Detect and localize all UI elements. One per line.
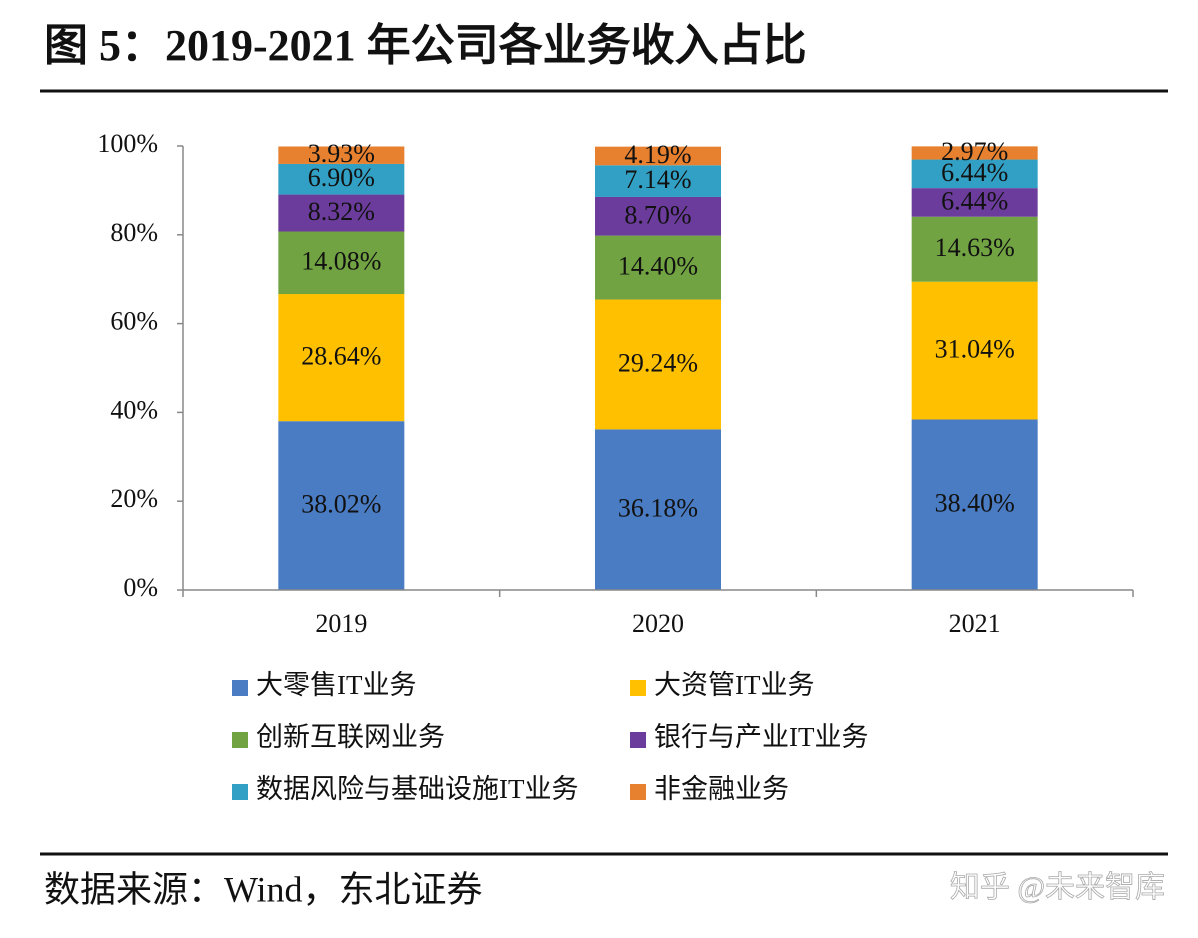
y-tick-label: 0%	[123, 573, 158, 602]
value-label: 14.40%	[618, 252, 698, 281]
value-label: 14.08%	[301, 247, 381, 276]
legend-swatch	[232, 784, 248, 800]
bar-segment	[911, 281, 1038, 420]
value-label: 8.70%	[624, 200, 691, 229]
value-label: 28.64%	[301, 342, 381, 371]
bar-segment	[278, 231, 405, 295]
legend-swatch	[232, 732, 248, 748]
chart-title: 图 5：2019-2021 年公司各业务收入占比	[44, 21, 807, 70]
bar-segment	[911, 188, 1038, 217]
value-label: 14.63%	[935, 233, 1015, 262]
x-tick-label: 2020	[632, 609, 684, 638]
bar-segment	[911, 216, 1038, 282]
x-tick-label: 2019	[315, 609, 367, 638]
value-label: 38.40%	[935, 489, 1015, 518]
legend-label: 数据风险与基础设施IT业务	[256, 774, 578, 804]
source-note: 数据来源：Wind，东北证券	[44, 869, 483, 909]
bar-segment	[595, 299, 721, 430]
value-label: 6.44%	[941, 158, 1008, 187]
value-label: 8.32%	[308, 197, 375, 226]
legend-label: 大资管IT业务	[654, 670, 814, 700]
y-tick-label: 60%	[110, 307, 158, 336]
legend-label: 大零售IT业务	[256, 670, 416, 700]
bar-segment	[911, 419, 1038, 590]
bar-segment	[595, 196, 721, 236]
value-label: 3.93%	[308, 139, 375, 168]
bar-segment	[278, 194, 405, 232]
value-label: 4.19%	[624, 140, 691, 169]
value-label: 7.14%	[624, 165, 691, 194]
bar-segment	[278, 294, 405, 422]
value-label: 31.04%	[935, 335, 1015, 364]
x-tick-label: 2021	[949, 609, 1001, 638]
legend-swatch	[630, 732, 646, 748]
y-tick-label: 40%	[110, 395, 158, 424]
legend-swatch	[232, 680, 248, 696]
bar-segment	[278, 146, 405, 164]
legend-label: 非金融业务	[654, 774, 789, 804]
bar-segment	[595, 165, 721, 197]
value-label: 38.02%	[301, 490, 381, 519]
bar-segment	[278, 421, 405, 590]
legend-swatch	[630, 784, 646, 800]
y-tick-label: 100%	[97, 129, 158, 158]
legend-swatch	[630, 680, 646, 696]
bar-segment	[595, 146, 721, 166]
bar-segment	[911, 159, 1038, 189]
legend-label: 银行与产业IT业务	[654, 722, 868, 752]
value-label: 6.90%	[308, 163, 375, 192]
y-tick-label: 80%	[110, 218, 158, 247]
bar-segment	[595, 235, 721, 300]
value-label: 6.44%	[941, 186, 1008, 215]
bar-segment	[595, 429, 721, 590]
value-label: 2.97%	[941, 137, 1008, 166]
legend-label: 创新互联网业务	[256, 722, 445, 752]
watermark: 知乎 @未来智库	[950, 871, 1165, 904]
value-label: 36.18%	[618, 494, 698, 523]
y-tick-label: 20%	[110, 484, 158, 513]
bar-segment	[278, 163, 405, 195]
bar-segment	[911, 146, 1038, 160]
value-label: 29.24%	[618, 348, 698, 377]
